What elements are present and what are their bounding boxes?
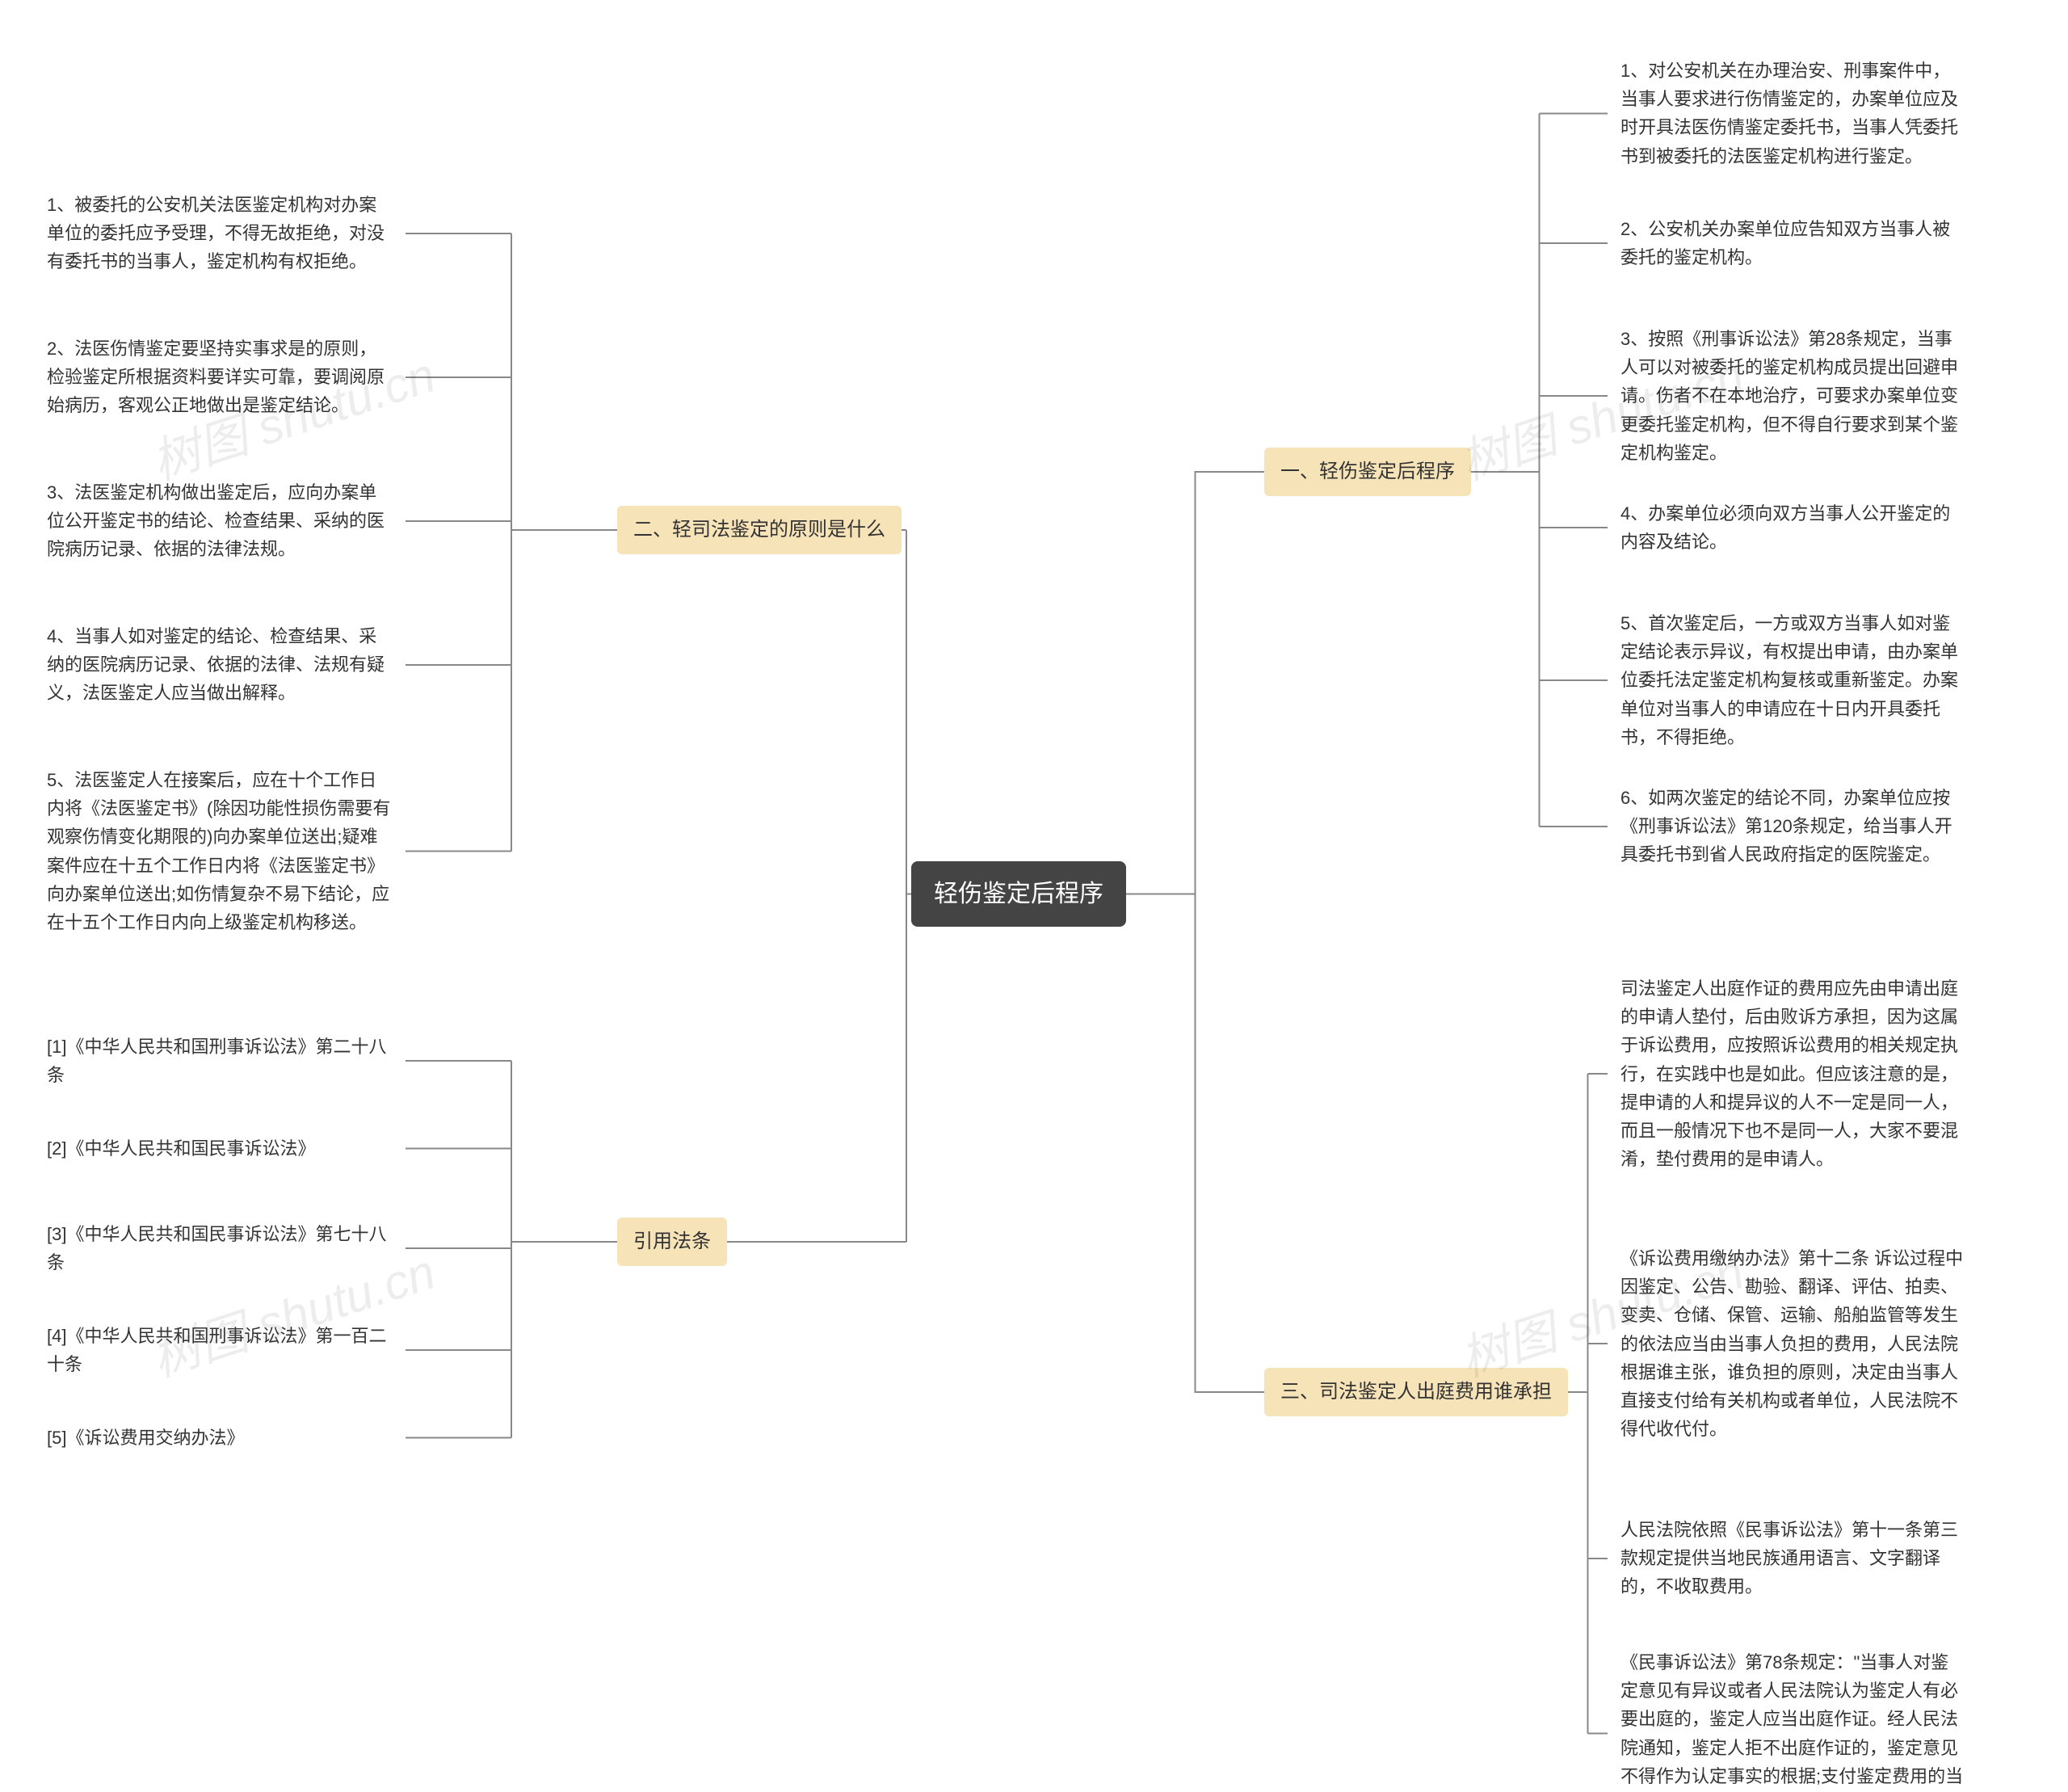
leaf-b3-1: 《诉讼费用缴纳办法》第十二条 诉讼过程中因鉴定、公告、勘验、翻译、评估、拍卖、变… xyxy=(1608,1236,1979,1451)
leaf-b4-0: [1]《中华人民共和国刑事诉讼法》第二十八条 xyxy=(34,1024,406,1097)
branch-2: 二、轻司法鉴定的原则是什么 xyxy=(617,506,902,554)
leaf-b1-1: 2、公安机关办案单位应告知双方当事人被委托的鉴定机构。 xyxy=(1608,207,1979,280)
root-node: 轻伤鉴定后程序 xyxy=(911,861,1126,927)
leaf-b2-3: 4、当事人如对鉴定的结论、检查结果、采纳的医院病历记录、依据的法律、法规有疑义，… xyxy=(34,614,406,716)
leaf-b1-5: 6、如两次鉴定的结论不同，办案单位应按《刑事诉讼法》第120条规定，给当事人开具… xyxy=(1608,776,1979,877)
leaf-b1-3: 4、办案单位必须向双方当事人公开鉴定的内容及结论。 xyxy=(1608,491,1979,564)
leaf-b1-0: 1、对公安机关在办理治安、刑事案件中，当事人要求进行伤情鉴定的，办案单位应及时开… xyxy=(1608,48,1979,179)
leaf-b1-2: 3、按照《刑事诉讼法》第28条规定，当事人可以对被委托的鉴定机构成员提出回避申请… xyxy=(1608,317,1979,475)
leaf-b4-2: [3]《中华人民共和国民事诉讼法》第七十八条 xyxy=(34,1212,406,1285)
leaf-b3-0: 司法鉴定人出庭作证的费用应先由申请出庭的申请人垫付，后由败诉方承担，因为这属于诉… xyxy=(1608,966,1979,1181)
leaf-b4-4: [5]《诉讼费用交纳办法》 xyxy=(34,1416,406,1460)
branch-3: 三、司法鉴定人出庭费用谁承担 xyxy=(1264,1368,1568,1416)
leaf-b3-3: 《民事诉讼法》第78条规定："当事人对鉴定意见有异议或者人民法院认为鉴定人有必要… xyxy=(1608,1640,1979,1792)
leaf-b2-4: 5、法医鉴定人在接案后，应在十个工作日内将《法医鉴定书》(除因功能性损伤需要有观… xyxy=(34,758,406,944)
leaf-b2-1: 2、法医伤情鉴定要坚持实事求是的原则，检验鉴定所根据资料要详实可靠，要调阅原始病… xyxy=(34,326,406,428)
branch-4: 引用法条 xyxy=(617,1218,727,1266)
leaf-b4-3: [4]《中华人民共和国刑事诉讼法》第一百二十条 xyxy=(34,1314,406,1386)
leaf-b4-1: [2]《中华人民共和国民事诉讼法》 xyxy=(34,1126,406,1171)
leaf-b1-4: 5、首次鉴定后，一方或双方当事人如对鉴定结论表示异议，有权提出申请，由办案单位委… xyxy=(1608,601,1979,759)
mindmap-canvas: 轻伤鉴定后程序 一、轻伤鉴定后程序 二、轻司法鉴定的原则是什么 三、司法鉴定人出… xyxy=(0,0,2068,1792)
leaf-b3-2: 人民法院依照《民事诉讼法》第十一条第三款规定提供当地民族通用语言、文字翻译的，不… xyxy=(1608,1508,1979,1609)
leaf-b2-0: 1、被委托的公安机关法医鉴定机构对办案单位的委托应予受理，不得无故拒绝，对没有委… xyxy=(34,183,406,284)
branch-1: 一、轻伤鉴定后程序 xyxy=(1264,448,1471,496)
leaf-b2-2: 3、法医鉴定机构做出鉴定后，应向办案单位公开鉴定书的结论、检查结果、采纳的医院病… xyxy=(34,470,406,572)
